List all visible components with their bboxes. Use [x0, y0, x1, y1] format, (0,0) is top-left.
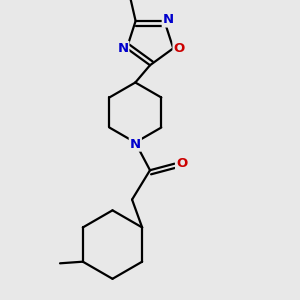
Text: N: N [117, 42, 128, 55]
Text: N: N [130, 138, 141, 151]
Text: N: N [163, 14, 174, 26]
Text: O: O [173, 42, 185, 55]
Text: O: O [176, 157, 187, 170]
